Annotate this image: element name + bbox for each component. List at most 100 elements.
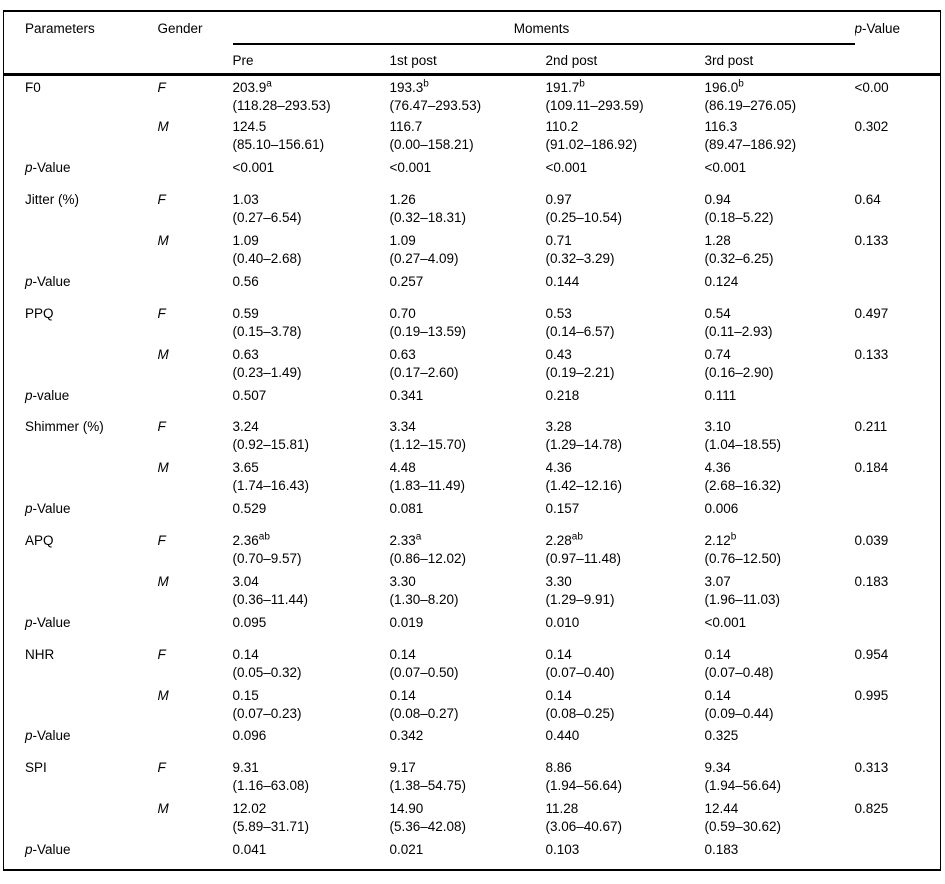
median-value: 196.0 bbox=[704, 79, 739, 95]
data-row: F0 F 203.9a (118.28–293.53) 193.3b (76.47–293… bbox=[4, 74, 941, 115]
median-range-cell: 116.7 (0.00–158.21) bbox=[390, 115, 546, 156]
median-value: 0.54 bbox=[704, 305, 731, 321]
significance-superscript: a bbox=[266, 78, 272, 89]
parameter-label: F0 bbox=[25, 79, 41, 95]
median-value: 3.34 bbox=[389, 419, 416, 435]
median-range-cell: 0.74 (0.16–2.90) bbox=[705, 343, 855, 384]
range-value: (85.10–156.61) bbox=[232, 137, 325, 153]
empty-cell bbox=[855, 497, 941, 529]
range-value: (1.16–63.08) bbox=[232, 778, 310, 794]
p-value-cell: 0.157 bbox=[545, 501, 580, 517]
range-value: (0.19–2.21) bbox=[545, 364, 615, 380]
p-value-cell: 0.010 bbox=[545, 614, 580, 630]
median-value: 0.14 bbox=[704, 646, 731, 662]
range-value: (1.42–12.16) bbox=[545, 478, 623, 494]
median-range-cell: 0.14 (0.08–0.25) bbox=[546, 684, 705, 725]
median-range-cell: 1.28 (0.32–6.25) bbox=[705, 229, 855, 270]
p-value-cell: <0.001 bbox=[704, 160, 747, 176]
p-value-cell: <0.001 bbox=[704, 614, 747, 630]
range-value: (0.92–15.81) bbox=[232, 437, 310, 453]
median-range-cell: 191.7b (109.11–293.59) bbox=[546, 74, 705, 115]
p-value-cell: 0.006 bbox=[704, 501, 739, 517]
median-range-cell: 9.31 (1.16–63.08) bbox=[233, 756, 390, 797]
range-value: (0.36–11.44) bbox=[232, 591, 309, 607]
row-p-value: <0.00 bbox=[854, 79, 889, 95]
gender-label: M bbox=[157, 233, 169, 249]
median-value: 0.14 bbox=[704, 687, 731, 703]
median-range-cell: 1.03 (0.27–6.54) bbox=[233, 188, 390, 229]
empty-cell bbox=[855, 270, 941, 302]
median-value: 2.12 bbox=[704, 532, 731, 548]
range-value: (1.29–14.78) bbox=[545, 437, 623, 453]
median-range-cell: 0.94 (0.18–5.22) bbox=[705, 188, 855, 229]
row-p-value: 0.995 bbox=[854, 687, 889, 703]
data-row: Jitter (%) F 1.03 (0.27–6.54) 1.26 (0.32–18.3… bbox=[4, 188, 941, 229]
range-value: (1.74–16.43) bbox=[232, 478, 310, 494]
header-p-value: p-Value bbox=[855, 11, 941, 74]
median-range-cell: 9.34 (1.94–56.64) bbox=[705, 756, 855, 797]
median-value: 1.28 bbox=[704, 233, 731, 249]
median-value: 191.7 bbox=[545, 79, 580, 95]
p-value-cell: 0.096 bbox=[232, 728, 267, 744]
range-value: (0.14–6.57) bbox=[545, 323, 615, 339]
p-value-row: p-Value 0.56 0.257 0.144 0.124 bbox=[4, 270, 941, 302]
range-value: (86.19–276.05) bbox=[704, 97, 797, 113]
range-value: (109.11–293.59) bbox=[545, 97, 644, 113]
median-range-cell: 110.2 (91.02–186.92) bbox=[546, 115, 705, 156]
range-value: (0.16–2.90) bbox=[704, 364, 774, 380]
range-value: (0.07–0.40) bbox=[545, 664, 615, 680]
p-value-cell: 0.341 bbox=[389, 387, 424, 403]
p-value-row: p-Value 0.096 0.342 0.440 0.325 bbox=[4, 724, 941, 756]
median-value: 0.14 bbox=[545, 687, 572, 703]
p-italic-lead: p bbox=[25, 274, 33, 289]
p-italic-lead: p bbox=[25, 728, 33, 744]
median-value: 0.14 bbox=[545, 646, 572, 662]
median-value: 0.94 bbox=[704, 192, 731, 208]
p-value-cell: 0.144 bbox=[545, 274, 580, 289]
significance-superscript: b bbox=[730, 531, 737, 543]
range-value: (0.32–18.31) bbox=[389, 210, 467, 226]
empty-cell bbox=[4, 797, 158, 838]
median-value: 0.14 bbox=[232, 646, 259, 662]
data-row: PPQ F 0.59 (0.15–3.78) 0.70 (0.19–13.59) 0.53 (… bbox=[4, 302, 941, 343]
median-value: 3.28 bbox=[545, 419, 572, 435]
p-value-cell: 0.529 bbox=[232, 501, 267, 517]
median-value: 0.63 bbox=[232, 346, 259, 362]
header-moments: Moments bbox=[232, 11, 855, 45]
median-range-cell: 0.54 (0.11–2.93) bbox=[705, 302, 855, 343]
p-value-cell: 0.103 bbox=[545, 842, 580, 858]
median-value: 203.9 bbox=[232, 79, 267, 95]
median-range-cell: 0.14 (0.09–0.44) bbox=[705, 684, 855, 725]
subheader-1st-post: 1st post bbox=[389, 53, 437, 68]
p-value-row-label: p-value bbox=[25, 387, 70, 403]
median-value: 3.24 bbox=[232, 419, 259, 435]
data-row: SPI F 9.31 (1.16–63.08) 9.17 (1.38–54.75) 8.86… bbox=[4, 756, 941, 797]
p-italic-lead: p bbox=[854, 21, 863, 36]
p-value-cell: 0.218 bbox=[545, 387, 580, 403]
gender-label: F bbox=[157, 79, 166, 95]
row-p-value: 0.211 bbox=[854, 419, 888, 435]
data-row: M 3.04 (0.36–11.44) 3.30 (1.30–8.20) 3.30 (1.2… bbox=[4, 570, 941, 611]
empty-cell bbox=[855, 838, 941, 870]
gender-label: F bbox=[157, 646, 166, 662]
p-italic-lead: p bbox=[25, 387, 33, 403]
p-value-cell: <0.001 bbox=[545, 160, 588, 176]
p-value-row-label: p-Value bbox=[25, 728, 71, 744]
median-range-cell: 9.17 (1.38–54.75) bbox=[390, 756, 546, 797]
range-value: (89.47–186.92) bbox=[704, 137, 797, 153]
range-value: (0.15–3.78) bbox=[232, 323, 302, 339]
range-value: (0.07–0.23) bbox=[232, 705, 302, 721]
median-range-cell: 3.34 (1.12–15.70) bbox=[390, 415, 546, 456]
median-value: 0.43 bbox=[545, 346, 572, 362]
p-value-row-label: p-Value bbox=[25, 501, 71, 517]
p-value-row: p-Value 0.529 0.081 0.157 0.006 bbox=[4, 497, 941, 529]
parameter-label: SPI bbox=[25, 760, 47, 776]
p-value-row-label: p-Value bbox=[25, 160, 71, 176]
p-value-cell: 0.325 bbox=[704, 728, 739, 744]
range-value: (1.29–9.91) bbox=[545, 591, 615, 607]
median-range-cell: 14.90 (5.36–42.08) bbox=[390, 797, 546, 838]
data-row: M 1.09 (0.40–2.68) 1.09 (0.27–4.09) 0.71 (0.32… bbox=[4, 229, 941, 270]
median-range-cell: 2.12b (0.76–12.50) bbox=[705, 529, 855, 570]
range-value: (0.25–10.54) bbox=[545, 210, 623, 226]
median-range-cell: 3.24 (0.92–15.81) bbox=[233, 415, 390, 456]
